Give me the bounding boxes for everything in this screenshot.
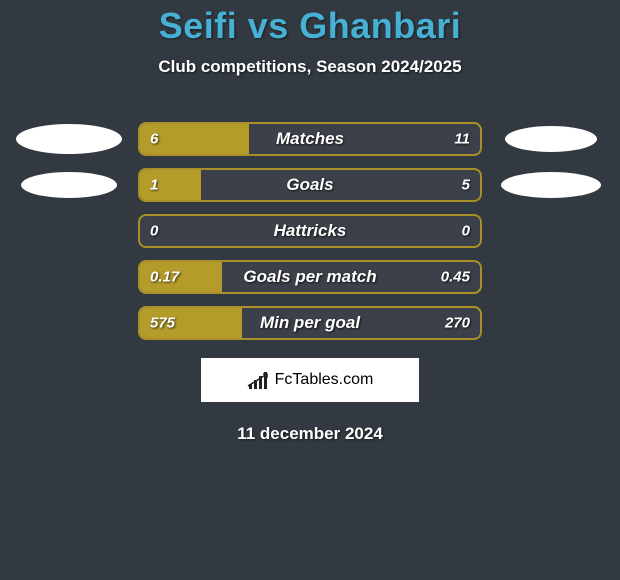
stat-bar: 0.17Goals per match0.45 <box>138 260 482 294</box>
right-badge-slot <box>482 172 620 198</box>
player-badge-left <box>16 124 122 154</box>
stat-row: 575Min per goal270 <box>0 306 620 340</box>
stat-row: 6Matches11 <box>0 122 620 156</box>
stat-row: 0.17Goals per match0.45 <box>0 260 620 294</box>
stat-row: 1Goals5 <box>0 168 620 202</box>
page-title: Seifi vs Ghanbari <box>0 5 620 47</box>
stat-value-right: 5 <box>462 177 470 194</box>
right-badge-slot <box>482 126 620 152</box>
left-badge-slot <box>0 124 138 154</box>
stat-bar: 0Hattricks0 <box>138 214 482 248</box>
page-subtitle: Club competitions, Season 2024/2025 <box>0 57 620 77</box>
player-badge-right <box>501 172 601 198</box>
stat-label: Goals <box>140 175 480 195</box>
left-badge-slot <box>0 172 138 198</box>
stat-label: Goals per match <box>140 267 480 287</box>
stat-label: Min per goal <box>140 313 480 333</box>
bar-chart-icon <box>247 371 269 389</box>
stat-bar: 6Matches11 <box>138 122 482 156</box>
player-badge-left <box>21 172 117 198</box>
stat-value-right: 0 <box>462 223 470 240</box>
stat-row: 0Hattricks0 <box>0 214 620 248</box>
brand-logo-text: FcTables.com <box>275 371 374 389</box>
brand-logo: FcTables.com <box>247 371 374 389</box>
stat-value-right: 0.45 <box>441 269 470 286</box>
brand-logo-box: FcTables.com <box>201 358 419 402</box>
stat-bar: 1Goals5 <box>138 168 482 202</box>
stat-value-right: 270 <box>445 315 470 332</box>
date-label: 11 december 2024 <box>0 424 620 444</box>
comparison-infographic: Seifi vs Ghanbari Club competitions, Sea… <box>0 0 620 444</box>
stat-rows: 6Matches11 1Goals5 0Hattricks0 0.17Goals pe… <box>0 122 620 340</box>
stat-bar: 575Min per goal270 <box>138 306 482 340</box>
stat-value-right: 11 <box>454 131 470 148</box>
stat-label: Hattricks <box>140 221 480 241</box>
stat-label: Matches <box>140 129 480 149</box>
player-badge-right <box>505 126 597 152</box>
